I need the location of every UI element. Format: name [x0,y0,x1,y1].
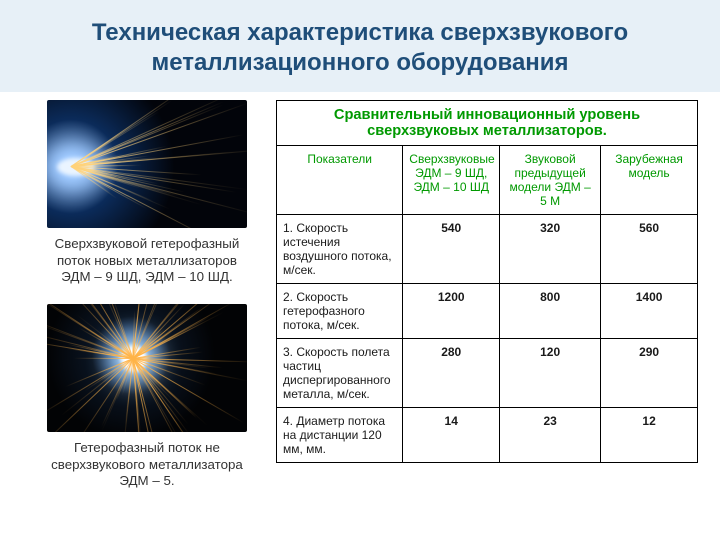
photo-supersonic-flow [47,100,247,228]
cell-value: 540 [403,215,500,284]
cell-value: 290 [601,339,698,408]
content-area: Сверхзвуковой гетерофазный поток новых м… [0,92,720,490]
table-title-row: Сравнительный инновационный уровень свер… [277,101,698,146]
cell-value: 320 [500,215,601,284]
row-label: 3. Скорость полета частиц диспергированн… [277,339,403,408]
left-column: Сверхзвуковой гетерофазный поток новых м… [42,100,252,490]
table-row: 4. Диаметр потока на дистанции 120 мм, м… [277,408,698,463]
cell-value: 1200 [403,284,500,339]
caption-photo2: Гетерофазный поток не сверхзвукового мет… [42,440,252,490]
photo-subsonic-flow-gfx [47,304,247,432]
table-row: 1. Скорость истечения воздушного потока,… [277,215,698,284]
table-header-row: Показатели Сверхзвуковые ЭДМ – 9 ШД, ЭДМ… [277,146,698,215]
cell-value: 800 [500,284,601,339]
cell-value: 560 [601,215,698,284]
cell-value: 280 [403,339,500,408]
right-column: Сравнительный инновационный уровень свер… [276,100,698,490]
comparison-table: Сравнительный инновационный уровень свер… [276,100,698,463]
page-title: Техническая характеристика сверхзвуковог… [30,18,690,78]
row-label: 4. Диаметр потока на дистанции 120 мм, м… [277,408,403,463]
table-row: 2. Скорость гетерофазного потока, м/сек.… [277,284,698,339]
photo-supersonic-flow-gfx [47,100,247,228]
cell-value: 120 [500,339,601,408]
cell-value: 1400 [601,284,698,339]
col-header-foreign: Зарубежная модель [601,146,698,215]
cell-value: 23 [500,408,601,463]
row-label: 2. Скорость гетерофазного потока, м/сек. [277,284,403,339]
col-header-supersonic: Сверхзвуковые ЭДМ – 9 ШД, ЭДМ – 10 ШД [403,146,500,215]
table-title: Сравнительный инновационный уровень свер… [277,101,698,146]
col-header-indicators: Показатели [277,146,403,215]
caption-photo1: Сверхзвуковой гетерофазный поток новых м… [42,236,252,286]
photo-subsonic-flow [47,304,247,432]
cell-value: 12 [601,408,698,463]
cell-value: 14 [403,408,500,463]
title-band: Техническая характеристика сверхзвуковог… [0,0,720,92]
row-label: 1. Скорость истечения воздушного потока,… [277,215,403,284]
table-row: 3. Скорость полета частиц диспергированн… [277,339,698,408]
col-header-sonic-prev: Звуковой предыдущей модели ЭДМ – 5 М [500,146,601,215]
